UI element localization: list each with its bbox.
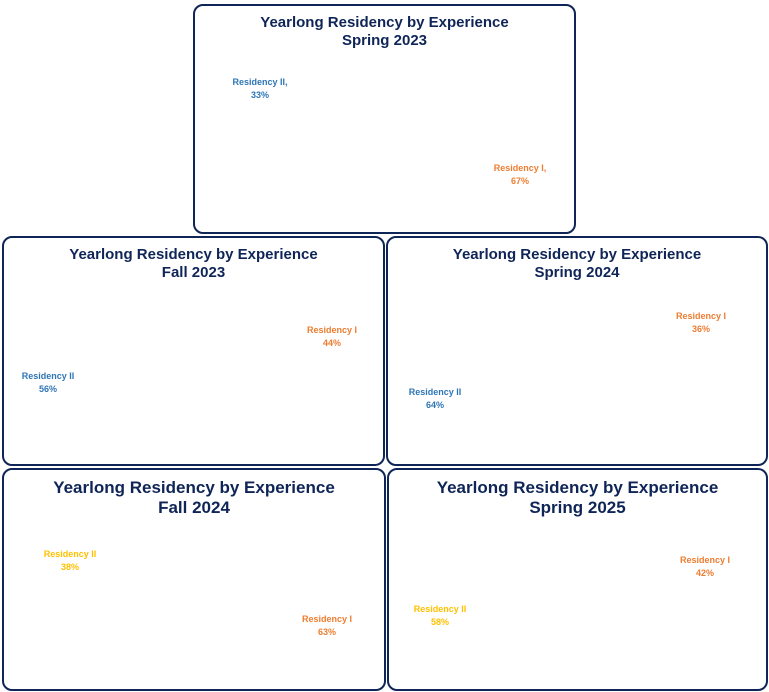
chart-panel-spring-2024: Yearlong Residency by Experience Spring 2… <box>386 236 768 466</box>
chart-panel-fall-2024: Yearlong Residency by Experience Fall 202… <box>2 468 386 691</box>
data-label-name: Residency I <box>679 555 731 565</box>
data-label: Residency I 63% <box>302 613 352 639</box>
data-label-value: 38% <box>60 562 79 572</box>
data-label-name: Residency I, <box>493 163 547 173</box>
chart-title: Yearlong Residency by Experience Fall 202… <box>53 478 335 517</box>
data-label: Residency II 56% <box>22 370 75 396</box>
chart-panel-spring-2025: Yearlong Residency by Experience Spring 2… <box>387 468 768 691</box>
data-label: Residency II, 33% <box>232 76 287 102</box>
data-label: Residency II 58% <box>414 603 467 629</box>
chart-title: Yearlong Residency by Experience Spring 2… <box>452 246 702 281</box>
data-label-value: 64% <box>425 400 444 410</box>
data-label: Residency II 38% <box>44 548 97 574</box>
data-label-name: Residency II <box>413 604 467 614</box>
data-label-value: 44% <box>322 338 341 348</box>
data-label-name: Residency II <box>43 549 97 559</box>
chart-title: Yearlong Residency by Experience Spring 2… <box>260 14 509 49</box>
data-label: Residency I, 67% <box>494 162 547 188</box>
data-label-name: Residency I <box>306 325 358 335</box>
data-label-name: Residency II <box>408 387 462 397</box>
data-label-value: 56% <box>38 384 57 394</box>
data-label: Residency II 64% <box>409 386 462 412</box>
data-label-value: 58% <box>430 617 449 627</box>
data-label-name: Residency I <box>675 311 727 321</box>
data-label: Residency I 36% <box>676 310 726 336</box>
data-label-value: 36% <box>691 324 710 334</box>
data-label-name: Residency II, <box>232 77 288 87</box>
data-label-name: Residency I <box>301 614 353 624</box>
chart-panel-spring-2023: Yearlong Residency by Experience Spring 2… <box>193 4 576 234</box>
chart-panel-fall-2023: Yearlong Residency by Experience Fall 202… <box>2 236 385 466</box>
data-label: Residency I 42% <box>680 554 730 580</box>
data-label: Residency I 44% <box>307 324 357 350</box>
data-label-value: 63% <box>317 627 336 637</box>
data-label-value: 42% <box>695 568 714 578</box>
chart-title: Yearlong Residency by Experience Fall 202… <box>69 246 318 281</box>
data-label-value: 33% <box>250 90 269 100</box>
data-label-name: Residency II <box>21 371 75 381</box>
data-label-value: 67% <box>510 176 529 186</box>
chart-title: Yearlong Residency by Experience Spring 2… <box>436 478 719 517</box>
